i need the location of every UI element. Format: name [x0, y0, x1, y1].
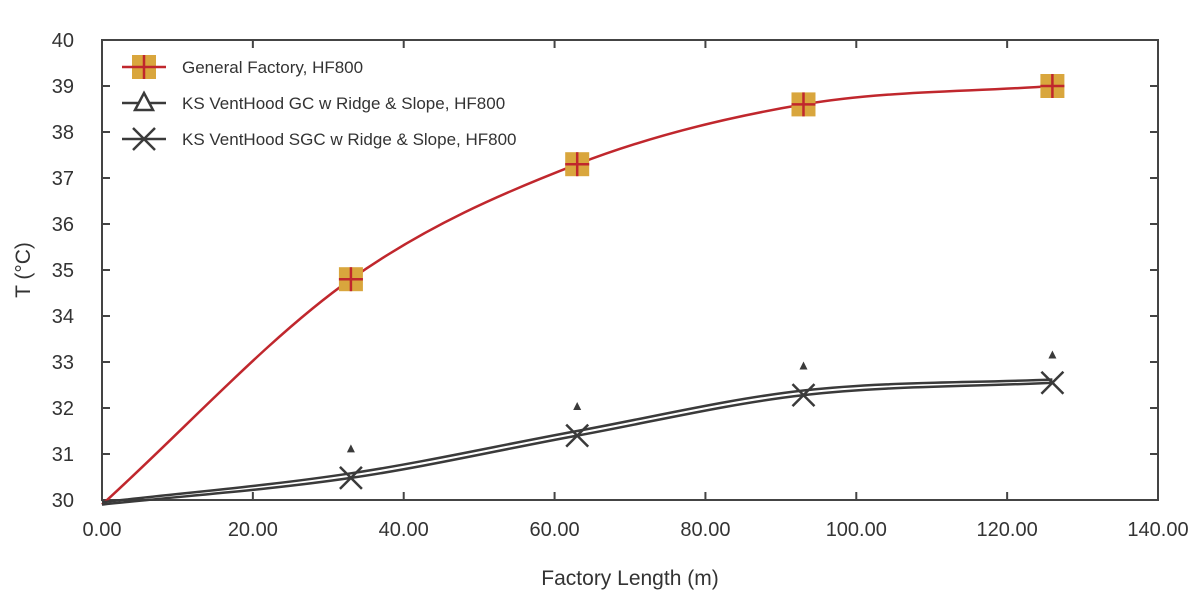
axis-ticks: 0.00 20.00 40.00 60.00 80.00 100.00 120.00 140.…	[52, 30, 1189, 541]
series-layer	[101, 74, 1065, 506]
series-3	[101, 370, 1065, 506]
x-tick-label: 100.00	[826, 519, 887, 541]
data-point-3-4	[1040, 370, 1065, 395]
y-tick-label: 39	[52, 76, 74, 98]
marker-x-b	[565, 423, 590, 448]
data-point-1-1	[338, 267, 363, 292]
y-tick-label: 33	[52, 352, 74, 374]
marker-x-b	[132, 127, 156, 151]
legend-item-1: General Factory, HF800	[122, 55, 363, 79]
data-point-1-2	[565, 152, 590, 177]
legend-marker	[132, 90, 156, 112]
marker-x-b	[1040, 370, 1065, 395]
x-tick-label: 0.00	[83, 519, 122, 541]
legend-marker	[132, 55, 156, 79]
x-tick-label: 60.00	[530, 519, 580, 541]
x-tick-label: 140.00	[1127, 519, 1188, 541]
data-point-2-1	[346, 444, 355, 453]
data-point-1-3	[791, 92, 816, 117]
legend-item-2: KS VentHood GC w Ridge & Slope, HF800	[122, 90, 505, 113]
y-tick-label: 37	[52, 168, 74, 190]
data-point-3-3	[791, 383, 816, 408]
data-point-2-2	[573, 402, 582, 410]
y-tick-label: 31	[52, 444, 74, 466]
data-point-1-4	[1040, 74, 1065, 98]
y-tick-label: 35	[52, 260, 74, 282]
data-point-2-4	[1048, 350, 1057, 359]
series-1	[101, 74, 1065, 506]
legend-marker	[132, 127, 156, 151]
x-tick-label: 40.00	[379, 519, 429, 541]
legend: General Factory, HF800 KS VentHood GC w R…	[122, 55, 517, 151]
y-axis-label: T (°C)	[12, 242, 35, 298]
marker-x-b	[339, 466, 363, 490]
y-tick-label: 34	[52, 306, 74, 328]
y-tick-label: 36	[52, 214, 74, 236]
legend-label: General Factory, HF800	[182, 58, 363, 77]
data-point-3-1	[339, 466, 363, 490]
legend-label: KS VentHood GC w Ridge & Slope, HF800	[182, 94, 505, 113]
x-tick-label: 120.00	[977, 519, 1038, 541]
data-point-2-3	[799, 361, 808, 370]
series-2	[101, 350, 1057, 504]
y-tick-label: 38	[52, 122, 74, 144]
x-tick-label: 80.00	[680, 519, 730, 541]
y-tick-label: 40	[52, 30, 74, 52]
y-tick-label: 32	[52, 398, 74, 420]
x-axis-label: Factory Length (m)	[541, 567, 718, 590]
x-tick-label: 20.00	[228, 519, 278, 541]
y-tick-label: 30	[52, 490, 74, 512]
legend-label: KS VentHood SGC w Ridge & Slope, HF800	[182, 130, 517, 149]
data-point-3-2	[565, 423, 590, 448]
marker-x-b	[791, 383, 816, 408]
series-line-2	[101, 378, 1053, 504]
legend-item-3: KS VentHood SGC w Ridge & Slope, HF800	[122, 127, 517, 151]
